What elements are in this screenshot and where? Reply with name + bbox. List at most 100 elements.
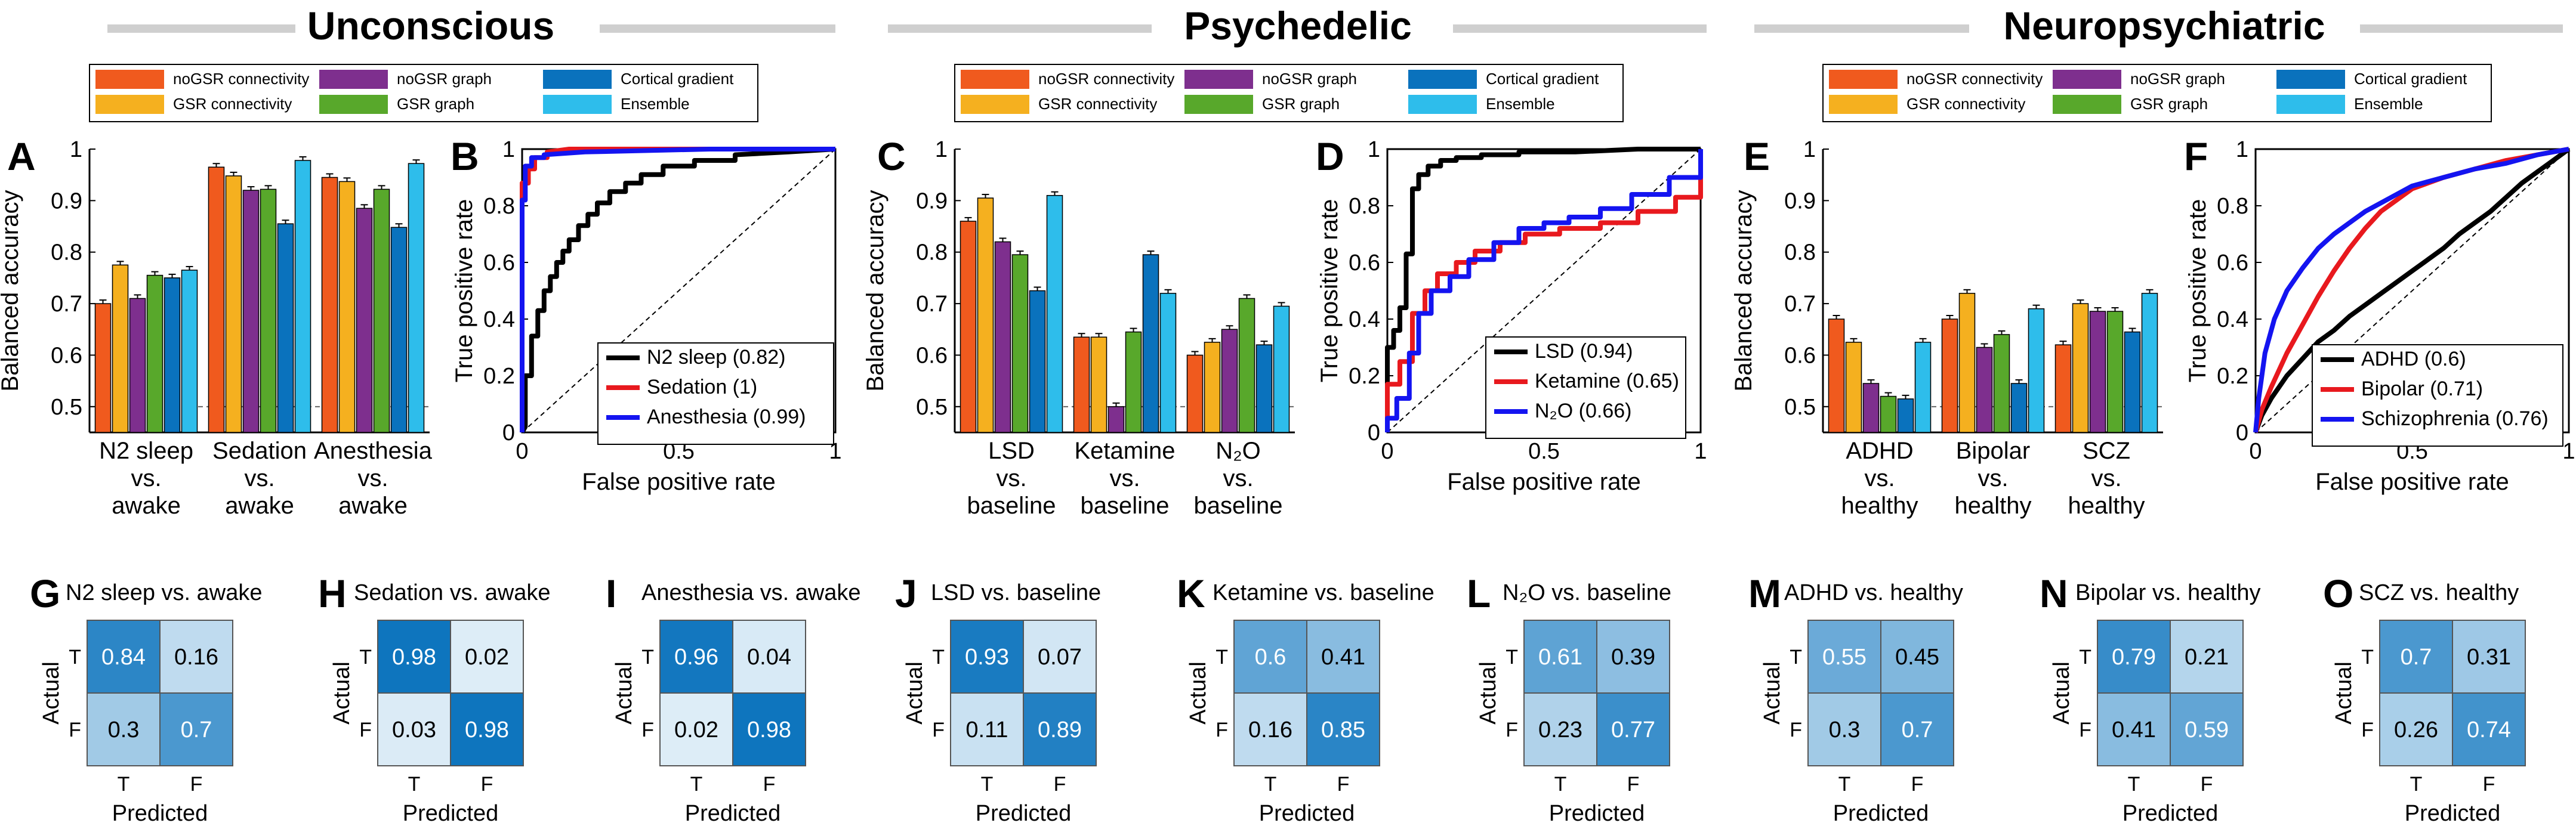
legend-swatch <box>319 70 388 89</box>
bar <box>1029 290 1046 433</box>
col-label: T <box>2410 773 2423 796</box>
y-tick-label: 0.9 <box>51 188 82 214</box>
row-label: T <box>1215 646 1228 669</box>
row-label: F <box>2361 719 2374 741</box>
panel-letter: F <box>2184 134 2208 178</box>
matrix-value: 0.02 <box>674 717 718 743</box>
col-label: T <box>1554 773 1567 796</box>
roc-legend-label: Anesthesia (0.99) <box>647 406 806 428</box>
bar <box>208 166 225 433</box>
panel-letter: B <box>451 134 479 178</box>
panel-letter: C <box>877 134 906 178</box>
y-tick-label: 0 <box>1368 420 1380 446</box>
matrix-value: 0.3 <box>1829 717 1861 743</box>
y-tick-label: 0.7 <box>1784 292 1816 317</box>
legend-label: GSR connectivity <box>173 95 292 113</box>
y-tick-label: 0.2 <box>2217 364 2248 389</box>
panel-letter: G <box>30 571 60 615</box>
matrix-value: 0.26 <box>2394 717 2438 743</box>
panel-letter: H <box>318 571 347 615</box>
confusion-matrix-panel-O: O SCZ vs. healthy 0.7 0.31 0.26 0.74 T F T F Predi… <box>2323 571 2526 826</box>
y-tick-label: 0.6 <box>916 343 948 368</box>
matrix-cell <box>2452 620 2526 694</box>
matrix-value: 0.59 <box>2185 717 2229 743</box>
col-label: F <box>763 773 776 796</box>
category-label: baseline <box>967 493 1056 519</box>
matrix-ylabel: Actual <box>612 661 637 725</box>
y-tick-label: 0.6 <box>1349 250 1380 276</box>
panel-letter: A <box>7 134 36 178</box>
x-tick-label: 1 <box>1694 439 1707 464</box>
y-tick-label: 0.4 <box>1349 307 1380 332</box>
matrix-value: 0.79 <box>2112 645 2156 670</box>
bar <box>373 188 390 433</box>
legend-label: GSR graph <box>1262 95 1340 113</box>
matrix-title: SCZ vs. healthy <box>2359 580 2519 605</box>
matrix-cell <box>659 692 733 766</box>
category-label: Bipolar <box>1956 438 2031 464</box>
bar <box>1880 395 1897 433</box>
roc-curve <box>1385 149 1703 432</box>
matrix-cell <box>1306 620 1380 694</box>
matrix-value: 0.55 <box>1822 645 1867 670</box>
matrix-xlabel: Predicted <box>2405 801 2501 826</box>
matrix-value: 0.93 <box>965 645 1009 670</box>
y-tick-label: 1 <box>1368 137 1380 162</box>
bar <box>1107 406 1125 433</box>
bar <box>321 177 338 433</box>
group-header-1: Unconscious <box>107 4 835 48</box>
category-label: Ketamine <box>1075 438 1176 464</box>
legend-label: noGSR connectivity <box>1906 70 2043 88</box>
bar <box>356 208 373 433</box>
matrix-title: Sedation vs. awake <box>354 580 551 605</box>
matrix-cell <box>2170 620 2244 694</box>
bar <box>242 190 260 433</box>
y-tick-label: 0.4 <box>2217 307 2248 332</box>
panel-letter: K <box>1177 571 1205 615</box>
matrix-xlabel: Predicted <box>976 801 1072 826</box>
y-tick-label: 0.8 <box>1349 194 1380 219</box>
row-label: F <box>69 719 81 741</box>
roc-curve <box>520 147 835 432</box>
roc-curve <box>1385 149 1703 432</box>
matrix-cell <box>1023 620 1097 694</box>
legend-label: noGSR connectivity <box>1038 70 1174 88</box>
bar <box>146 274 163 433</box>
matrix-cell <box>659 620 733 694</box>
y-tick-label: 0 <box>2236 420 2248 446</box>
roc-curve <box>2253 147 2571 434</box>
matrix-title: Anesthesia vs. awake <box>641 580 861 605</box>
bar <box>1186 354 1204 433</box>
matrix-value: 0.7 <box>1902 717 1933 743</box>
bar <box>1958 293 1976 433</box>
bar <box>1941 318 1958 433</box>
y-axis-label: True positive rate <box>2185 199 2211 383</box>
legend-swatch <box>1184 70 1253 89</box>
legend-swatch <box>1184 95 1253 114</box>
category-label: N₂O <box>1215 438 1261 464</box>
panel-letter: M <box>1748 571 1781 615</box>
panel-letter: L <box>1467 571 1491 615</box>
confusion-matrix-panel-M: M ADHD vs. healthy 0.55 0.45 0.3 0.7 T F T F Predi… <box>1748 571 1963 826</box>
matrix-ylabel: Actual <box>1476 661 1501 725</box>
y-tick-label: 0.5 <box>1784 395 1816 420</box>
legend-box <box>89 64 758 122</box>
bar <box>1011 254 1029 433</box>
bar <box>294 160 311 433</box>
matrix-ylabel: Actual <box>1760 661 1785 725</box>
bar <box>1862 383 1880 433</box>
legend-label: noGSR graph <box>397 70 492 88</box>
row-label: F <box>359 719 372 741</box>
category-label: awake <box>338 493 408 519</box>
row-label: T <box>1506 646 1518 669</box>
matrix-cell <box>1023 692 1097 766</box>
bar <box>129 298 146 433</box>
row-label: F <box>1790 719 1802 741</box>
panel-letter: E <box>1744 134 1770 178</box>
y-tick-label: 0.8 <box>483 194 515 219</box>
x-tick-label: 1 <box>2562 439 2575 464</box>
x-tick-label: 0 <box>1381 439 1393 464</box>
y-tick-label: 1 <box>935 137 948 162</box>
bar <box>1897 398 1914 433</box>
